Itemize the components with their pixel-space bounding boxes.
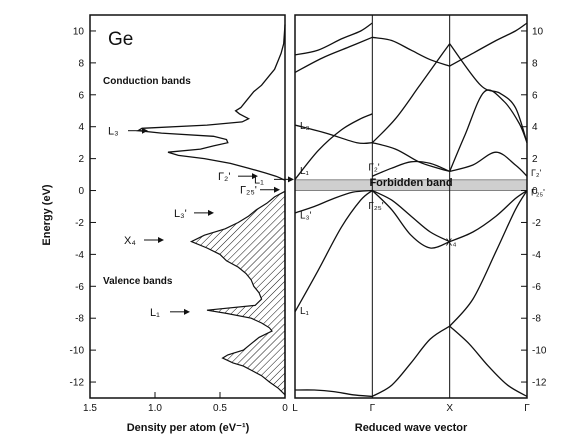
- dos-y-tick-label: 2: [78, 154, 84, 165]
- band-edge-label: Γ₂': [531, 168, 541, 178]
- dos-annotation-label: L₁: [150, 307, 160, 319]
- dos-y-tick-label: -2: [75, 218, 84, 229]
- band-y-tick-label: -2: [532, 218, 541, 229]
- dos-y-tick-label: -12: [70, 378, 85, 389]
- k-point-label: X: [446, 403, 453, 414]
- band-y-tick-label: -6: [532, 282, 541, 293]
- conduction-bands-label: Conduction bands: [103, 76, 191, 87]
- band-point-label: Γ₂₅': [368, 201, 383, 212]
- forbidden-band-label: Forbidden band: [369, 177, 452, 189]
- dos-y-tick-label: 8: [78, 58, 84, 69]
- band-curve: [294, 36, 373, 73]
- band-y-tick-label: 6: [532, 90, 538, 101]
- band-y-tick-label: 0: [532, 186, 538, 197]
- band-point-label: L₃: [300, 121, 310, 132]
- k-point-gridlines: [371, 15, 451, 398]
- band-curve: [449, 151, 528, 177]
- dos-y-tick-label: -8: [75, 314, 84, 325]
- band-curve: [294, 189, 373, 214]
- band-ticks: 10 8 6 4 2 0 -2 -4 -6 -8 -10 -12 L Γ X Γ Γ₂' Γ₂₅': [292, 26, 547, 414]
- band-curve: [294, 389, 373, 398]
- band-y-tick-label: -8: [532, 314, 541, 325]
- dos-x-tick-label: 1.0: [148, 403, 162, 414]
- band-curve: [371, 325, 451, 397]
- dos-x-tick-label: 0.5: [213, 403, 227, 414]
- dos-annotation-label: Γ₂₅': [240, 185, 257, 197]
- dos-y-tick-label: -4: [75, 250, 84, 261]
- band-y-tick-label: -12: [532, 378, 547, 389]
- band-point-labels: L₃ L₁ L₃' L₁ Γ₂' Γ₂₅' X₄: [300, 121, 456, 317]
- y-axis-label: Energy (eV): [41, 184, 53, 245]
- dos-y-tick-label: -6: [75, 282, 84, 293]
- dos-annotation-arrowhead: [208, 209, 214, 216]
- band-curve: [449, 190, 528, 327]
- dos-annotation-arrowhead: [158, 237, 164, 244]
- dos-y-tick-label: 0: [78, 186, 84, 197]
- dos-y-tick-label: -10: [70, 346, 85, 357]
- band-y-tick-label: 4: [532, 122, 538, 133]
- band-curve: [372, 189, 450, 243]
- dos-annotation-label: L₃': [174, 208, 187, 220]
- dos-annotation-label: L₃: [108, 126, 119, 138]
- band-curve: [294, 189, 373, 313]
- band-x-axis-label: Reduced wave vector: [355, 422, 468, 434]
- valence-bands-label: Valence bands: [103, 276, 173, 287]
- band-point-label: L₃': [300, 210, 312, 221]
- k-point-label: Γ: [370, 403, 376, 414]
- dos-annotation-arrowhead: [274, 186, 280, 193]
- band-curve: [372, 36, 450, 67]
- band-curve: [372, 142, 450, 173]
- valence-dos-area: [189, 190, 286, 397]
- band-curve: [371, 43, 451, 144]
- band-y-tick-label: -10: [532, 346, 547, 357]
- band-structure-panel: Forbidden band 10 8 6 4 2 0 -2 -4 -6 -8 -10 -12 L Γ X Γ…: [292, 14, 547, 434]
- dos-title: Ge: [108, 29, 133, 50]
- dos-y-tick-label: 6: [78, 90, 84, 101]
- dos-annotation-arrowhead: [142, 127, 148, 134]
- dos-annotation-arrowhead: [184, 308, 190, 315]
- dos-annotation-arrowhead: [288, 176, 294, 183]
- dos-x-tick-label: 1.5: [83, 403, 97, 414]
- dos-y-tick-label: 4: [78, 122, 84, 133]
- band-point-label: L₁: [300, 306, 310, 317]
- k-point-label: Γ: [524, 403, 530, 414]
- band-curve: [449, 89, 528, 172]
- dos-x-axis-label: Density per atom (eV⁻¹): [127, 422, 250, 434]
- band-curve: [449, 22, 528, 67]
- band-curve: [294, 124, 373, 145]
- dos-annotation-label: Γ₂': [218, 171, 230, 183]
- dos-annotation-arrowhead: [252, 173, 258, 180]
- band-curves: [294, 22, 528, 398]
- band-curve: [449, 325, 528, 397]
- band-curve: [372, 160, 450, 177]
- band-edge-label: Γ₂₅': [531, 187, 545, 197]
- band-curve: [449, 43, 528, 143]
- band-curve: [449, 189, 528, 243]
- band-curve: [371, 190, 450, 249]
- band-curve: [294, 22, 373, 56]
- dos-annotation-label: L₁: [254, 174, 264, 186]
- conduction-dos-curve: [136, 24, 286, 181]
- dos-x-tick-label: 0: [282, 403, 288, 414]
- k-point-label: L: [292, 403, 298, 414]
- band-y-tick-label: 10: [532, 26, 544, 37]
- dos-y-tick-label: 10: [73, 26, 85, 37]
- band-frame: [294, 14, 528, 399]
- band-point-label: Γ₂': [368, 163, 379, 174]
- band-y-tick-label: 2: [532, 154, 538, 165]
- dos-ticks: 10 8 6 4 2 0 -2 -4 -6 -8 -10 -12 1.5 1.0 0.5 0: [70, 26, 289, 414]
- band-y-tick-label: 8: [532, 58, 538, 69]
- band-point-label: L₁: [300, 166, 310, 177]
- band-point-label: X₄: [446, 238, 457, 249]
- dos-frame: [89, 14, 286, 399]
- band-curve: [294, 113, 373, 180]
- band-y-tick-label: -4: [532, 250, 541, 261]
- dos-annotation-label: X₄: [124, 235, 136, 247]
